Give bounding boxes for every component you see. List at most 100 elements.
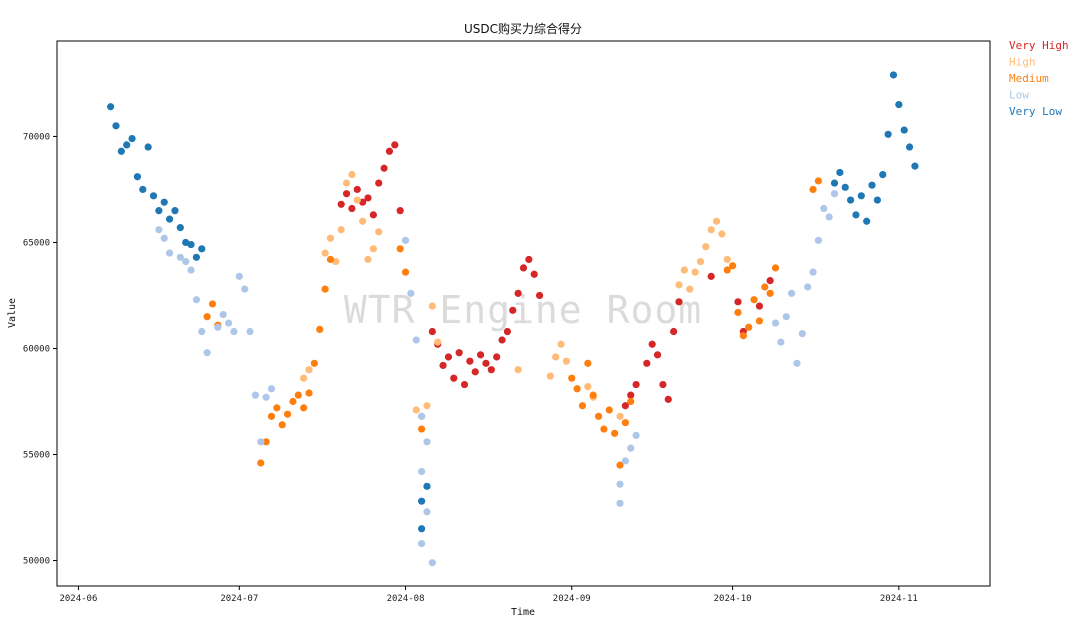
data-point bbox=[509, 306, 517, 314]
data-point bbox=[600, 425, 608, 433]
data-point bbox=[793, 359, 801, 367]
data-point bbox=[643, 359, 651, 367]
data-point bbox=[439, 361, 447, 370]
data-point bbox=[788, 289, 796, 297]
data-point bbox=[107, 103, 115, 111]
data-point bbox=[675, 298, 683, 306]
data-point bbox=[166, 249, 174, 257]
data-point bbox=[557, 340, 565, 348]
data-point bbox=[546, 372, 554, 380]
data-point bbox=[434, 338, 442, 346]
data-point bbox=[267, 412, 276, 420]
data-point bbox=[385, 147, 394, 155]
x-tick-label: 2024-06 bbox=[59, 594, 97, 604]
data-point bbox=[836, 168, 844, 177]
data-point bbox=[391, 141, 399, 149]
legend-entry: High bbox=[1009, 56, 1036, 69]
x-axis-label: Time bbox=[511, 607, 535, 618]
data-point bbox=[535, 291, 544, 300]
data-point bbox=[895, 101, 903, 109]
data-point bbox=[734, 298, 742, 306]
data-point bbox=[900, 126, 908, 134]
data-point bbox=[498, 336, 506, 344]
data-point bbox=[444, 353, 453, 361]
data-point bbox=[235, 272, 243, 280]
data-point bbox=[369, 211, 377, 219]
data-point bbox=[353, 185, 361, 194]
data-point bbox=[611, 429, 619, 437]
data-point bbox=[589, 391, 597, 399]
watermark: WTR Engine Room bbox=[344, 288, 702, 332]
data-point bbox=[364, 255, 372, 264]
data-point bbox=[755, 302, 764, 310]
data-point bbox=[707, 226, 715, 234]
data-point bbox=[246, 327, 254, 336]
data-point bbox=[814, 236, 823, 244]
data-point bbox=[133, 173, 142, 181]
data-point bbox=[745, 323, 753, 331]
data-point bbox=[809, 185, 817, 194]
data-point bbox=[117, 147, 125, 155]
data-point bbox=[487, 366, 495, 374]
data-point bbox=[407, 289, 415, 297]
data-point bbox=[166, 215, 174, 223]
data-point bbox=[670, 327, 678, 336]
data-point bbox=[203, 313, 211, 321]
data-point bbox=[187, 240, 195, 249]
data-point bbox=[477, 351, 485, 359]
data-point bbox=[562, 357, 570, 365]
data-points bbox=[107, 71, 919, 567]
data-point bbox=[262, 393, 270, 401]
data-point bbox=[616, 412, 624, 420]
data-point bbox=[814, 177, 823, 185]
data-point bbox=[863, 217, 871, 225]
data-point bbox=[825, 213, 833, 221]
data-point bbox=[294, 391, 302, 399]
data-point bbox=[686, 285, 694, 293]
data-point bbox=[755, 317, 764, 325]
y-axis-label: Value bbox=[7, 298, 18, 328]
chart-title: USDC购买力综合得分 bbox=[464, 21, 582, 36]
data-point bbox=[493, 353, 501, 361]
data-point bbox=[771, 319, 780, 327]
data-point bbox=[348, 204, 356, 213]
data-point bbox=[305, 366, 313, 374]
data-point bbox=[707, 272, 715, 280]
data-point bbox=[428, 559, 436, 567]
data-point bbox=[412, 406, 420, 414]
data-point bbox=[192, 296, 201, 304]
data-point bbox=[573, 385, 581, 393]
data-point bbox=[798, 330, 806, 338]
data-point bbox=[123, 141, 131, 149]
data-point bbox=[820, 204, 828, 213]
x-tick-label: 2024-07 bbox=[220, 594, 258, 604]
data-point bbox=[627, 397, 635, 406]
data-point bbox=[375, 228, 383, 236]
data-point bbox=[739, 332, 747, 340]
data-point bbox=[182, 257, 190, 266]
data-point bbox=[632, 431, 640, 440]
data-point bbox=[401, 236, 410, 244]
data-point bbox=[155, 207, 163, 215]
data-point bbox=[482, 359, 490, 367]
data-point bbox=[418, 467, 426, 476]
plot-frame bbox=[56, 40, 991, 587]
data-point bbox=[149, 192, 158, 200]
data-point bbox=[718, 230, 726, 238]
data-point bbox=[418, 497, 426, 505]
data-point bbox=[342, 190, 351, 198]
data-point bbox=[884, 130, 892, 138]
data-point bbox=[530, 270, 538, 278]
data-point bbox=[450, 374, 458, 382]
data-point bbox=[905, 143, 914, 151]
data-point bbox=[278, 421, 286, 429]
data-point bbox=[525, 255, 533, 264]
data-point bbox=[584, 383, 592, 391]
data-point bbox=[112, 122, 120, 130]
data-point bbox=[455, 349, 463, 357]
data-point bbox=[219, 310, 227, 319]
data-point bbox=[203, 349, 211, 357]
data-point bbox=[552, 353, 560, 361]
data-point bbox=[300, 404, 308, 412]
data-point bbox=[423, 482, 431, 490]
